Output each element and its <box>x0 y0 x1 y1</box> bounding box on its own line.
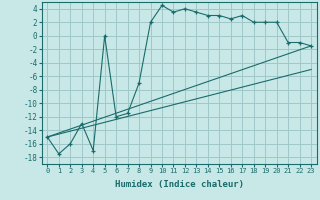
X-axis label: Humidex (Indice chaleur): Humidex (Indice chaleur) <box>115 180 244 189</box>
